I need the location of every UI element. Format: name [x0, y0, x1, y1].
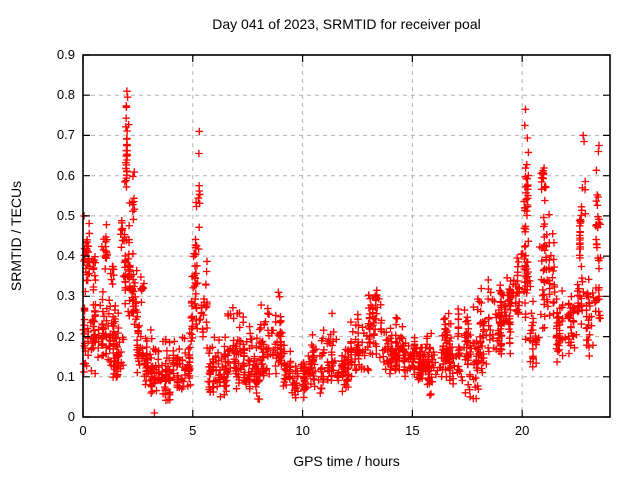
x-tick-label: 20	[514, 423, 530, 438]
y-tick-label: 0.5	[56, 207, 75, 223]
y-tick-label: 0.2	[56, 328, 75, 344]
y-tick-label: 0.1	[56, 368, 75, 384]
data-points	[79, 87, 605, 417]
y-tick-label: 0	[67, 409, 75, 424]
x-axis-title: GPS time / hours	[293, 453, 400, 469]
y-tick-label: 0.8	[56, 87, 75, 103]
y-tick-label: 0.6	[56, 167, 75, 183]
y-tick-label: 0.3	[56, 288, 75, 304]
y-tick-label: 0.4	[56, 248, 75, 264]
y-tick-label: 0.9	[56, 47, 75, 62]
chart-title: Day 041 of 2023, SRMTID for receiver poa…	[212, 16, 481, 32]
plot-border	[82, 54, 611, 418]
x-tick-label: 15	[405, 423, 420, 438]
x-tick-label: 10	[295, 423, 310, 438]
x-tick-label: 0	[79, 423, 87, 438]
x-tick-label: 5	[189, 423, 197, 438]
y-tick-label: 0.7	[56, 127, 75, 143]
